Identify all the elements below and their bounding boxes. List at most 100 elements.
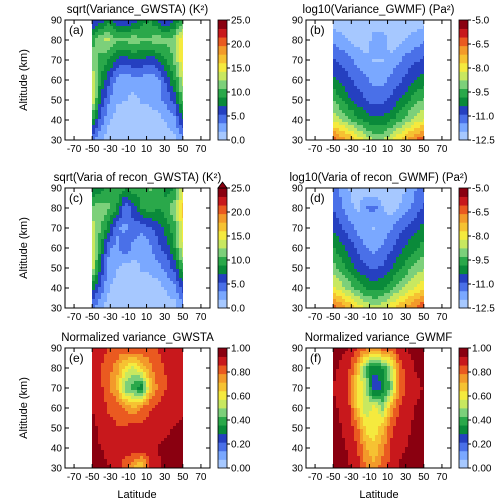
data-cell: [378, 86, 382, 90]
data-cell: [390, 101, 394, 105]
data-cell: [116, 272, 120, 276]
data-cell: [137, 44, 141, 48]
data-cell: [378, 74, 382, 78]
data-cell: [375, 56, 379, 60]
data-cell: [345, 110, 349, 114]
data-cell: [357, 110, 361, 114]
data-cell: [95, 44, 99, 48]
data-cell: [333, 215, 337, 219]
data-cell: [95, 125, 99, 129]
data-cell: [164, 194, 168, 198]
data-cell: [164, 305, 168, 309]
data-cell: [152, 95, 156, 99]
data-cell: [164, 191, 168, 195]
data-cell: [95, 23, 99, 27]
data-cell: [354, 218, 358, 222]
data-cell: [119, 209, 123, 213]
data-cell: [420, 71, 424, 75]
data-cell: [402, 266, 406, 270]
data-cell: [336, 119, 340, 123]
data-cell: [348, 35, 352, 39]
data-cell: [164, 26, 168, 30]
data-cell: [182, 38, 184, 42]
data-cell: [98, 77, 102, 81]
data-cell: [146, 71, 150, 75]
colorbar-tick-label: 0.0: [231, 304, 245, 315]
data-cell: [381, 41, 385, 45]
data-cell: [107, 68, 111, 72]
data-cell: [402, 89, 406, 93]
data-cell: [393, 230, 397, 234]
data-cell: [182, 83, 184, 87]
data-cell: [167, 218, 171, 222]
data-cell: [179, 122, 183, 126]
data-cell: [140, 20, 144, 24]
data-cell: [423, 113, 425, 117]
data-cell: [107, 224, 111, 228]
data-cell: [101, 248, 105, 252]
data-cell: [408, 26, 412, 30]
data-cell: [128, 239, 132, 243]
data-cell: [366, 248, 370, 252]
data-cell: [116, 200, 120, 204]
colorbar-swatch: [218, 299, 227, 309]
data-cell: [134, 119, 138, 123]
data-cell: [357, 224, 361, 228]
data-cell: [182, 68, 184, 72]
data-cell: [369, 35, 373, 39]
data-cell: [411, 62, 415, 66]
data-cell: [176, 95, 180, 99]
data-cell: [131, 245, 135, 249]
data-cell: [336, 278, 340, 282]
data-cell: [342, 248, 346, 252]
data-cell: [152, 62, 156, 66]
data-cell: [98, 215, 102, 219]
data-cell: [348, 110, 352, 114]
data-cell: [408, 95, 412, 99]
data-cell: [378, 194, 382, 198]
data-cell: [366, 269, 370, 273]
data-cell: [342, 203, 346, 207]
data-cell: [176, 137, 180, 141]
data-cell: [98, 74, 102, 78]
data-cell: [342, 125, 346, 129]
data-cell: [149, 239, 153, 243]
data-cell: [420, 236, 424, 240]
data-cell: [348, 101, 352, 105]
data-cell: [369, 188, 373, 192]
data-cell: [357, 260, 361, 264]
data-cell: [113, 23, 117, 27]
data-cell: [179, 62, 183, 66]
data-cell: [158, 95, 162, 99]
data-cell: [423, 248, 425, 252]
data-cell: [149, 38, 153, 42]
data-cell: [116, 203, 120, 207]
data-cell: [125, 227, 129, 231]
data-cell: [149, 245, 153, 249]
data-cell: [351, 77, 355, 81]
data-cell: [411, 38, 415, 42]
data-cell: [363, 77, 367, 81]
data-cell: [360, 230, 364, 234]
data-cell: [387, 65, 391, 69]
data-cell: [390, 44, 394, 48]
data-cell: [104, 56, 108, 60]
data-cell: [113, 125, 117, 129]
data-cell: [122, 275, 126, 279]
data-cell: [420, 251, 424, 255]
data-cell: [143, 68, 147, 72]
data-cell: [363, 104, 367, 108]
data-cell: [98, 56, 102, 60]
data-cell: [348, 74, 352, 78]
data-cell: [161, 20, 165, 24]
data-cell: [360, 113, 364, 117]
data-cell: [396, 47, 400, 51]
data-cell: [375, 38, 379, 42]
data-cell: [363, 101, 367, 105]
data-cell: [149, 203, 153, 207]
data-cell: [405, 29, 409, 33]
data-cell: [182, 80, 184, 84]
data-cell: [170, 62, 174, 66]
data-cell: [149, 191, 153, 195]
data-cell: [95, 263, 99, 267]
